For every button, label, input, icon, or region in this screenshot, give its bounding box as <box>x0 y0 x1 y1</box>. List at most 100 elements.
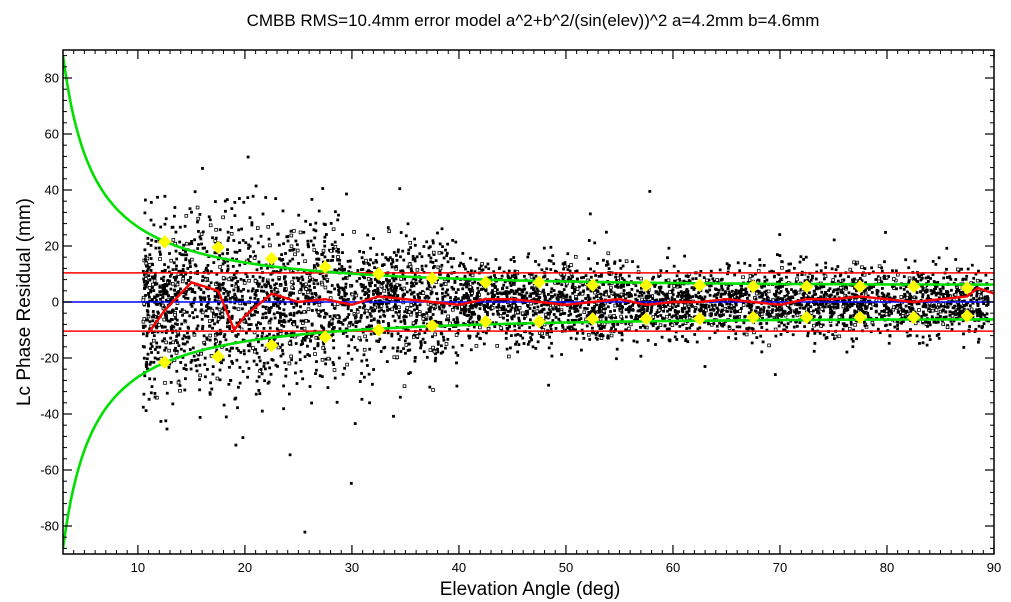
residual-point <box>421 291 426 295</box>
residual-point <box>866 314 870 318</box>
residual-point <box>280 323 283 327</box>
residual-point <box>154 239 158 243</box>
residual-point <box>149 391 153 395</box>
residual-point <box>517 289 522 294</box>
residual-point <box>350 309 353 312</box>
residual-point <box>228 290 231 294</box>
residual-point <box>331 361 335 364</box>
residual-point <box>598 317 603 322</box>
residual-point <box>851 345 855 349</box>
residual-point <box>424 264 428 268</box>
residual-point <box>941 302 945 306</box>
residual-point <box>349 320 353 324</box>
residual-point <box>194 364 198 368</box>
residual-point <box>617 331 621 334</box>
residual-point <box>254 348 258 351</box>
residual-point <box>392 279 396 283</box>
residual-point <box>734 301 738 305</box>
residual-point <box>159 253 162 256</box>
residual-point <box>834 302 838 305</box>
residual-point <box>616 323 620 326</box>
residual-point <box>391 346 395 350</box>
residual-point <box>778 254 782 257</box>
residual-point <box>528 307 532 310</box>
residual-point <box>852 328 855 332</box>
residual-point <box>722 313 725 317</box>
residual-point <box>892 295 896 299</box>
residual-point <box>444 248 447 252</box>
residual-point <box>578 305 582 309</box>
residual-point <box>679 290 683 294</box>
residual-point <box>587 239 591 242</box>
residual-point <box>251 194 255 198</box>
residual-point <box>861 302 865 305</box>
residual-point <box>741 275 745 279</box>
residual-point <box>716 306 719 310</box>
residual-point <box>505 286 509 290</box>
residual-point <box>535 294 538 297</box>
residual-point <box>818 316 821 320</box>
residual-point <box>980 296 984 300</box>
residual-point <box>184 377 187 381</box>
residual-point <box>299 319 303 323</box>
residual-point <box>259 289 263 293</box>
residual-point <box>461 252 465 255</box>
residual-point <box>781 297 785 301</box>
residual-point <box>809 305 813 309</box>
residual-point <box>529 318 532 322</box>
residual-point <box>432 266 435 270</box>
residual-point <box>826 299 830 303</box>
residual-point <box>431 241 435 245</box>
residual-point <box>561 262 565 266</box>
residual-point <box>544 312 548 317</box>
residual-point <box>957 270 961 273</box>
residual-point <box>529 295 532 298</box>
residual-point <box>676 295 679 298</box>
residual-point <box>500 274 504 278</box>
residual-point <box>580 291 585 296</box>
residual-point <box>819 299 823 303</box>
residual-point <box>163 348 167 352</box>
residual-point <box>406 349 410 352</box>
residual-point <box>866 311 870 315</box>
residual-point <box>426 281 430 285</box>
residual-point <box>604 317 608 321</box>
residual-point <box>237 298 241 302</box>
residual-point <box>198 378 201 381</box>
residual-point <box>786 322 790 325</box>
residual-point <box>453 281 457 284</box>
residual-point <box>825 293 828 296</box>
residual-point <box>545 267 549 271</box>
residual-point <box>721 304 724 308</box>
residual-point <box>276 345 281 350</box>
residual-point <box>217 302 221 306</box>
residual-point <box>486 311 489 314</box>
residual-point <box>440 344 443 348</box>
residual-point <box>320 324 323 328</box>
residual-point <box>447 318 451 322</box>
residual-point <box>686 340 690 344</box>
residual-point <box>186 331 189 335</box>
residual-point <box>875 316 878 320</box>
residual-point <box>299 281 303 285</box>
residual-point <box>848 316 852 320</box>
residual-point <box>520 296 524 299</box>
residual-point <box>899 295 904 299</box>
residual-point <box>702 276 706 279</box>
residual-point <box>469 304 473 308</box>
residual-point <box>649 308 653 312</box>
residual-point <box>768 312 772 316</box>
residual-point <box>528 326 532 329</box>
residual-point <box>641 324 645 328</box>
residual-point <box>514 276 518 280</box>
residual-point <box>587 299 591 302</box>
residual-point <box>563 312 567 315</box>
residual-point <box>814 287 818 291</box>
residual-point <box>151 338 156 343</box>
residual-point <box>291 257 295 261</box>
residual-point <box>245 331 248 335</box>
residual-point <box>718 303 721 307</box>
residual-point <box>455 361 458 365</box>
residual-point <box>310 401 313 405</box>
residual-point <box>615 302 619 306</box>
